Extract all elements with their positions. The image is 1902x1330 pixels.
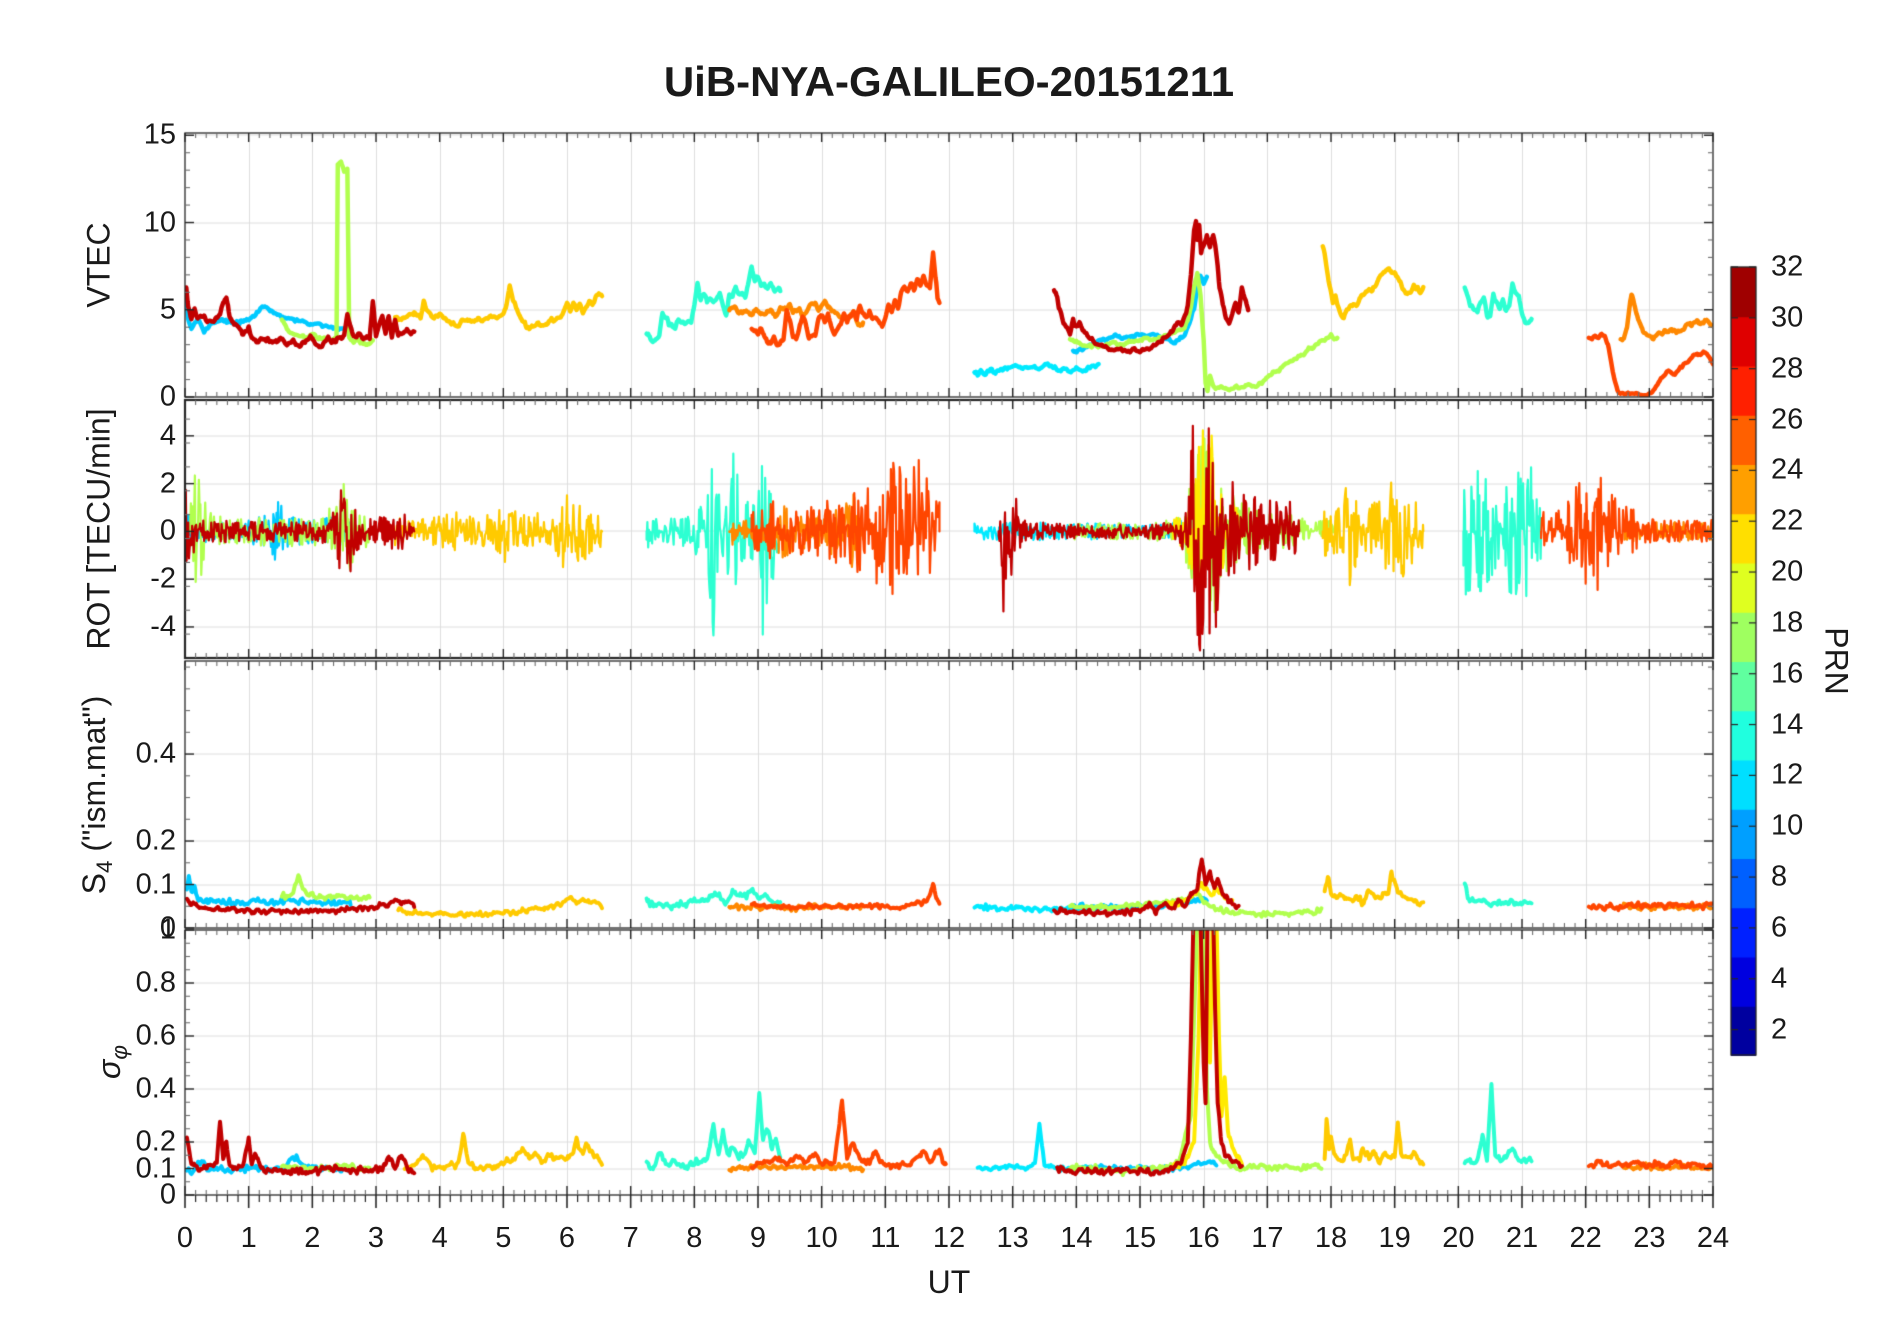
- colorbar-tick: 20: [1771, 555, 1804, 588]
- x-tick: 22: [1569, 1222, 1602, 1254]
- colorbar-tick: 8: [1771, 860, 1788, 893]
- x-tick: 8: [686, 1222, 703, 1254]
- x-tick: 16: [1187, 1222, 1220, 1254]
- chart-title: UiB-NYA-GALILEO-20151211: [663, 58, 1235, 105]
- colorbar-tick: 28: [1771, 352, 1804, 385]
- colorbar-tick: 12: [1771, 758, 1804, 791]
- y-tick-s4: 0.2: [135, 824, 176, 857]
- x-tick: 3: [367, 1222, 385, 1254]
- y-tick-vtec: 15: [143, 118, 176, 151]
- x-tick: 21: [1505, 1222, 1539, 1254]
- colorbar-tick: 22: [1771, 504, 1804, 537]
- colorbar-tick: 26: [1771, 403, 1804, 436]
- x-tick: 18: [1314, 1222, 1348, 1254]
- y-axis-label-sigma-phi: σφ: [90, 1045, 133, 1079]
- colorbar-tick: 10: [1771, 809, 1804, 842]
- y-tick-rot: -2: [150, 562, 176, 595]
- y-tick-sigma_phi: 0.2: [135, 1125, 176, 1158]
- colorbar-label: PRN: [1818, 627, 1855, 695]
- x-tick: 15: [1123, 1222, 1157, 1254]
- colorbar-tick: 32: [1771, 250, 1804, 283]
- x-tick: 6: [558, 1222, 576, 1254]
- y-tick-s4: 0.1: [135, 868, 176, 900]
- y-axis-label-vtec: VTEC: [80, 222, 117, 308]
- y-tick-rot: 2: [159, 467, 176, 500]
- x-tick: 23: [1633, 1222, 1666, 1254]
- x-tick: 10: [805, 1222, 838, 1254]
- y-tick-vtec: 10: [143, 206, 176, 238]
- x-tick: 24: [1696, 1222, 1730, 1254]
- y-tick-sigma_phi: 0.1: [135, 1152, 176, 1184]
- x-tick: 13: [996, 1222, 1029, 1254]
- y-tick-sigma_phi: 0.4: [135, 1072, 176, 1105]
- colorbar-tick: 6: [1771, 911, 1788, 944]
- y-tick-rot: 0: [159, 514, 176, 547]
- colorbar-tick: 24: [1771, 453, 1804, 486]
- x-tick: 5: [495, 1222, 512, 1254]
- y-tick-s4: 0.4: [135, 737, 176, 770]
- y-tick-sigma_phi: 0: [159, 1178, 176, 1211]
- colorbar-tick: 18: [1771, 606, 1804, 639]
- x-tick: 7: [622, 1222, 639, 1254]
- y-tick-s4: 0: [159, 911, 176, 944]
- x-tick: 12: [932, 1222, 966, 1254]
- x-tick: 1: [240, 1222, 257, 1254]
- y-tick-rot: -4: [150, 610, 176, 643]
- x-tick: 11: [870, 1222, 901, 1254]
- colorbar-tick: 14: [1771, 708, 1804, 741]
- y-axis-label-s4: S4 ("ism.mat"): [75, 695, 118, 895]
- colorbar-tick: 4: [1771, 962, 1788, 995]
- y-axis-label-rot: ROT [TECU/min]: [80, 408, 117, 650]
- colorbar-tick: 16: [1771, 657, 1804, 690]
- y-tick-sigma_phi: 0.6: [135, 1019, 176, 1052]
- x-tick: 2: [304, 1222, 321, 1254]
- x-tick: 20: [1442, 1222, 1475, 1254]
- x-tick: 0: [176, 1222, 194, 1254]
- x-tick: 4: [431, 1222, 448, 1254]
- x-tick: 9: [749, 1222, 767, 1254]
- x-tick: 14: [1060, 1222, 1093, 1254]
- colorbar-tick: 2: [1771, 1013, 1788, 1046]
- y-tick-sigma_phi: 0.8: [135, 966, 176, 999]
- y-tick-vtec: 5: [159, 293, 176, 326]
- y-tick-sigma_phi: 1: [159, 913, 176, 946]
- x-tick: 19: [1378, 1222, 1411, 1254]
- y-tick-vtec: 0: [159, 380, 176, 413]
- colorbar-tick: 30: [1771, 301, 1804, 334]
- x-axis-label: UT: [927, 1264, 971, 1300]
- x-tick: 17: [1251, 1222, 1284, 1254]
- y-tick-rot: 4: [159, 419, 176, 452]
